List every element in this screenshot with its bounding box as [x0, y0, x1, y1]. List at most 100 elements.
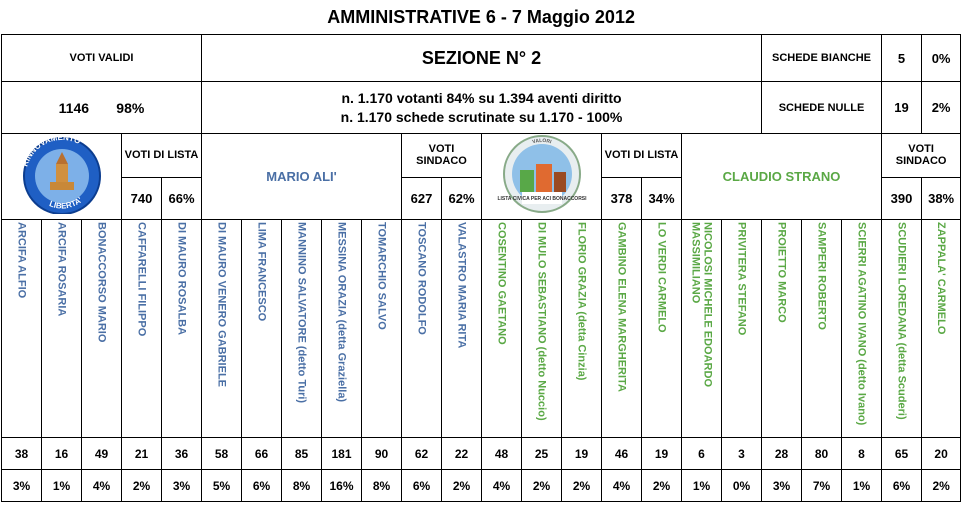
candidate-name-cell: COSENTINO GAETANO — [481, 219, 522, 438]
candidate-pct: 1% — [41, 469, 82, 502]
candidate-name: GAMBINO ELENA MARGHERITA — [615, 222, 628, 392]
candidate-votes: 16 — [41, 437, 82, 470]
candidate-votes: 85 — [281, 437, 322, 470]
candidate-name-cell: MANNINO SALVATORE (detto Turi) — [281, 219, 322, 438]
candidate-name-cell: NICOLOSI MICHELE EDOARDO MASSIMILIANO — [681, 219, 722, 438]
candidate-name-cell: CAFFARELLI FILIPPO — [121, 219, 162, 438]
candidate-name: PRIVITERA STEFANO — [735, 222, 748, 336]
candidate-pct: 3% — [161, 469, 202, 502]
list1-voti-sindaco-pct: 62% — [441, 176, 482, 221]
candidate-name: DI MULO SEBASTIANO (detto Nuccio) — [535, 222, 548, 421]
candidate-name-cell: LO VERDI CARMELO — [641, 219, 682, 438]
candidate-votes: 6 — [681, 437, 722, 470]
candidate-name-cell: PRIVITERA STEFANO — [721, 219, 762, 438]
list2-logo: LISTA CIVICA PER ACI BONACCORSI VALORI — [481, 133, 602, 220]
list1-voti-sindaco-label: VOTI SINDACO — [401, 133, 482, 178]
candidate-name: MANNINO SALVATORE (detto Turi) — [295, 222, 308, 404]
candidate-name: CAFFARELLI FILIPPO — [135, 222, 148, 337]
schede-bianche-label: SCHEDE BIANCHE — [761, 34, 882, 82]
candidate-name-cell: BONACCORSO MARIO — [81, 219, 122, 438]
candidate-name-cell: TOMARCHIO SALVO — [361, 219, 402, 438]
scrutinate-line: n. 1.170 schede scrutinate su 1.170 - 10… — [340, 109, 623, 125]
candidate-votes: 28 — [761, 437, 802, 470]
candidate-name: SCUDIERI LOREDANA (detta Scuderi) — [895, 222, 908, 420]
candidate-name: LO VERDI CARMELO — [655, 222, 668, 333]
voti-validi-label: VOTI VALIDI — [1, 34, 202, 82]
candidate-name: VALASTRO MARIA RITA — [455, 222, 468, 349]
candidate-votes: 36 — [161, 437, 202, 470]
candidate-pct: 4% — [81, 469, 122, 502]
candidate-votes-row: 38 16 49 21 36 58 66 85 181 90 62 22 48 25 19 46 19 6 3 28 8… — [1, 437, 961, 470]
candidate-pct: 4% — [601, 469, 642, 502]
rinnovamento-logo-icon: RINNOVAMENTO LIBERTA' — [20, 135, 101, 215]
voti-validi-pct: 98% — [116, 99, 145, 116]
candidate-name-cell: SCUDIERI LOREDANA (detta Scuderi) — [881, 219, 922, 438]
candidate-name-cell: ARCIFA ROSARIA — [41, 219, 82, 438]
list1-voti-lista-pct: 66% — [161, 176, 202, 221]
candidate-name-cell: LIMA FRANCESCO — [241, 219, 282, 438]
candidate-name-cell: DI MAURO ROSALBA — [161, 219, 202, 438]
candidate-pct: 6% — [881, 469, 922, 502]
candidate-votes: 80 — [801, 437, 842, 470]
lista-civica-logo-icon: LISTA CIVICA PER ACI BONACCORSI VALORI — [497, 135, 587, 213]
candidate-name-cell: TOSCANO RODOLFO — [401, 219, 442, 438]
candidate-votes: 21 — [121, 437, 162, 470]
candidate-name-cell: SCIERRI AGATINO IVANO (detto Ivano) — [841, 219, 882, 438]
candidate-pct: 8% — [361, 469, 402, 502]
candidate-pct-row: 3% 1% 4% 2% 3% 5% 6% 8% 16% 8% 6% 2% 4% 2% 2% 4% 2% 1% 0% 3… — [1, 469, 961, 502]
candidate-name-cell: VALASTRO MARIA RITA — [441, 219, 482, 438]
list1-candidate: MARIO ALI' — [201, 133, 402, 220]
candidate-name: PROIETTO MARCO — [775, 222, 788, 323]
candidate-name-cell: ARCIFA ALFIO — [1, 219, 42, 438]
candidate-name-cell: GAMBINO ELENA MARGHERITA — [601, 219, 642, 438]
candidate-name-cell: DI MAURO VENERO GABRIELE — [201, 219, 242, 438]
candidate-name: ARCIFA ROSARIA — [55, 222, 68, 317]
candidate-pct: 4% — [481, 469, 522, 502]
schede-bianche-pct: 0% — [920, 34, 961, 82]
candidate-votes: 22 — [441, 437, 482, 470]
candidate-votes: 25 — [521, 437, 562, 470]
candidate-name-cell: SAMPERI ROBERTO — [801, 219, 842, 438]
list1-logo: RINNOVAMENTO LIBERTA' — [1, 133, 122, 220]
candidate-name: FLORIO GRAZIA (detta Cinzia) — [575, 222, 588, 381]
candidate-name: DI MAURO ROSALBA — [175, 222, 188, 336]
candidate-name-cell: FLORIO GRAZIA (detta Cinzia) — [561, 219, 602, 438]
candidate-votes: 19 — [641, 437, 682, 470]
candidate-pct: 7% — [801, 469, 842, 502]
list1-voti-lista-label: VOTI DI LISTA — [121, 133, 202, 178]
candidate-name: ARCIFA ALFIO — [15, 222, 28, 299]
candidate-name: MESSINA ORAZIA (detta Graziella) — [335, 222, 348, 403]
list2-voti-sindaco: 390 — [881, 176, 922, 221]
list2-candidate: CLAUDIO STRANO — [681, 133, 882, 220]
candidate-votes: 58 — [201, 437, 242, 470]
candidate-pct: 16% — [321, 469, 362, 502]
candidate-pct: 2% — [920, 469, 961, 502]
candidate-names-row: ARCIFA ALFIO ARCIFA ROSARIA BONACCORSO MAR… — [1, 219, 961, 438]
candidate-votes: 3 — [721, 437, 762, 470]
candidate-pct: 2% — [521, 469, 562, 502]
candidate-pct: 0% — [721, 469, 762, 502]
votanti-info: n. 1.170 votanti 84% su 1.394 aventi dir… — [201, 81, 762, 134]
sezione-title: SEZIONE N° 2 — [201, 34, 762, 82]
candidate-pct: 1% — [681, 469, 722, 502]
list2-voti-lista: 378 — [601, 176, 642, 221]
votanti-line: n. 1.170 votanti 84% su 1.394 aventi dir… — [341, 90, 622, 106]
candidate-pct: 8% — [281, 469, 322, 502]
candidate-name: ZAPPALA' CARMELO — [935, 222, 948, 335]
candidate-votes: 181 — [321, 437, 362, 470]
candidate-votes: 19 — [561, 437, 602, 470]
list2-voti-lista-label: VOTI DI LISTA — [601, 133, 682, 178]
candidate-pct: 1% — [841, 469, 882, 502]
svg-text:VALORI: VALORI — [531, 138, 552, 146]
schede-nulle-count: 19 — [881, 81, 922, 134]
candidate-pct: 2% — [121, 469, 162, 502]
list2-voti-sindaco-label: VOTI SINDACO — [880, 133, 961, 178]
candidate-votes: 49 — [81, 437, 122, 470]
schede-bianche-count: 5 — [881, 34, 922, 82]
candidate-name: LIMA FRANCESCO — [255, 222, 268, 322]
candidate-votes: 20 — [920, 437, 961, 470]
candidate-pct: 5% — [201, 469, 242, 502]
candidate-name: TOMARCHIO SALVO — [375, 222, 388, 330]
candidate-name: DI MAURO VENERO GABRIELE — [215, 222, 228, 388]
candidate-pct: 2% — [561, 469, 602, 502]
